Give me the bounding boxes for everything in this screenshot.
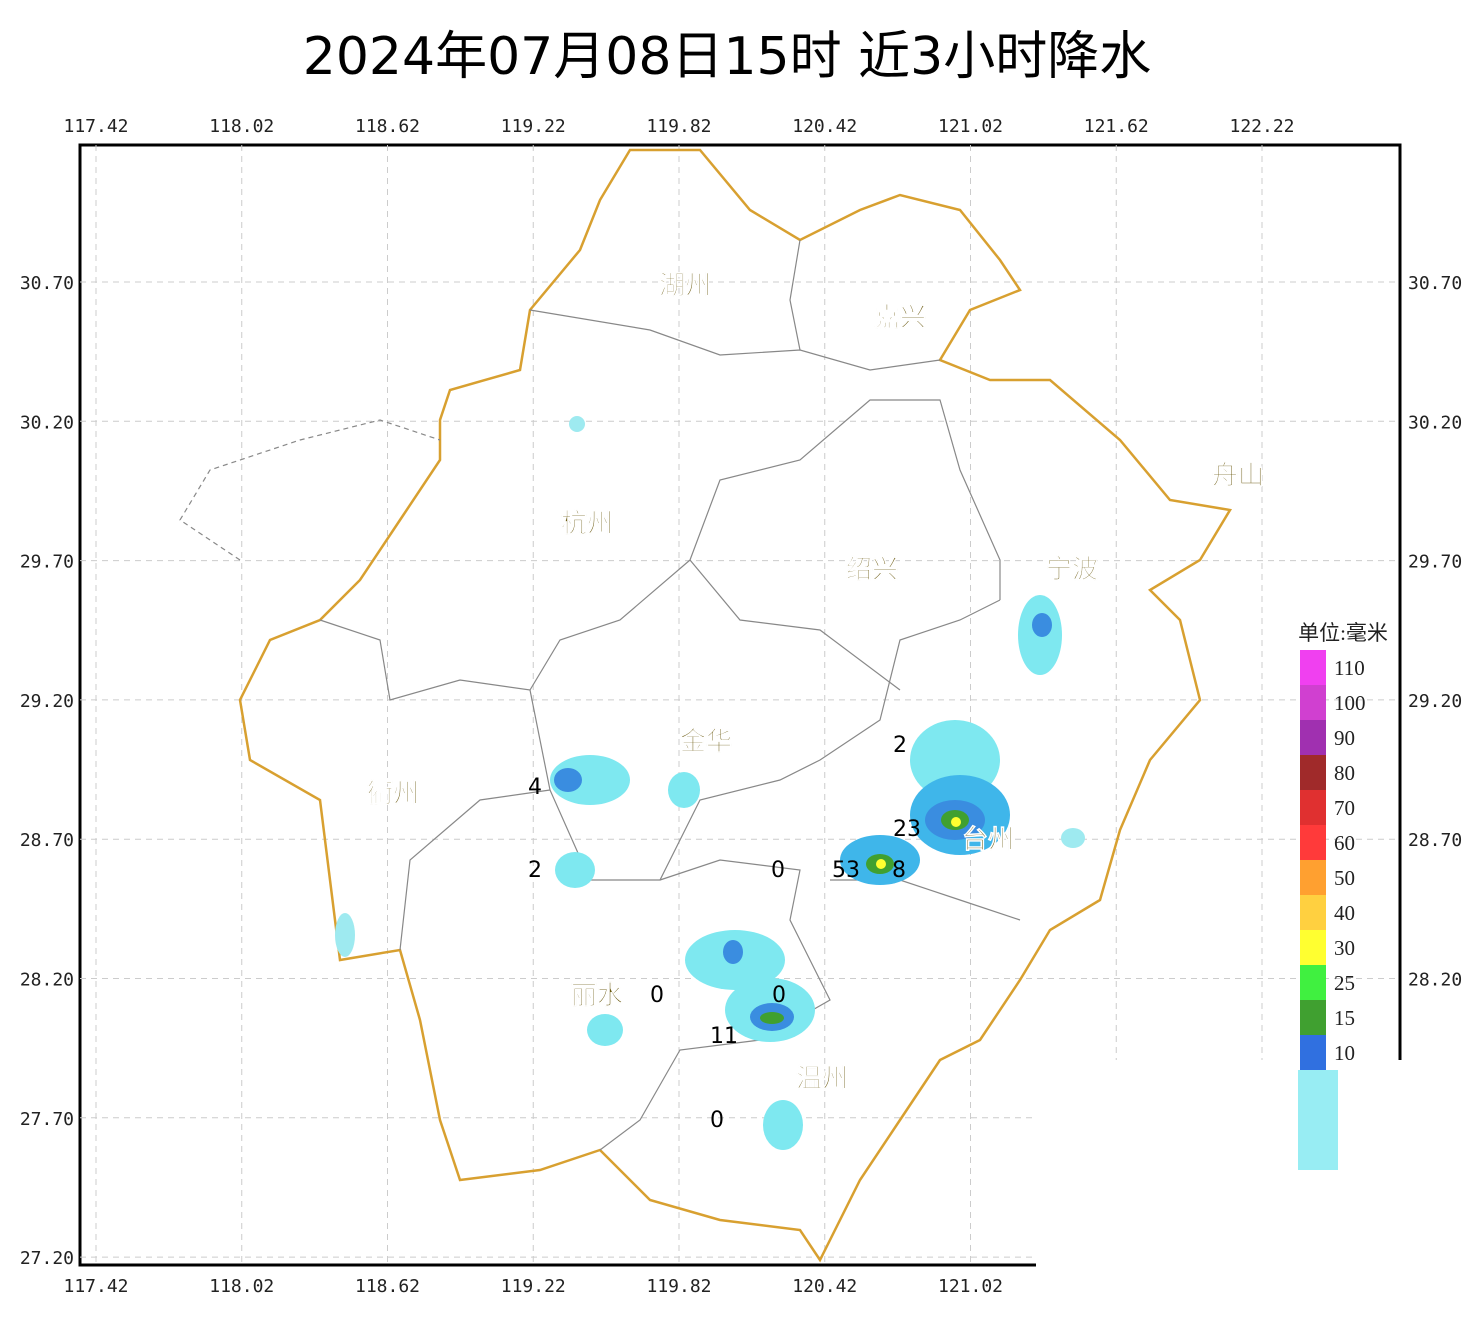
lon-label: 121.62: [1084, 116, 1149, 137]
lon-label: 120.42: [792, 1276, 857, 1297]
lon-label: 120.42: [792, 116, 857, 137]
lat-label: 29.70: [1408, 552, 1462, 573]
city-label: 宁波: [1046, 554, 1099, 585]
city-label: 丽水: [571, 981, 624, 1011]
lat-label: 29.20: [20, 691, 74, 712]
legend-swatch: [1300, 650, 1326, 685]
city-boundaries: [179, 239, 1021, 1151]
legend-title: 单位:毫米: [1298, 621, 1388, 645]
lat-label: 28.20: [20, 970, 74, 991]
lon-label: 118.62: [355, 116, 420, 137]
lat-label: 27.20: [20, 1248, 74, 1269]
legend-swatch: [1300, 720, 1326, 755]
lat-label: 30.20: [20, 412, 74, 433]
lon-label: 117.42: [63, 1276, 128, 1297]
lat-label: 29.20: [1408, 691, 1462, 712]
station-value: 8: [892, 858, 906, 883]
title: 2024年07月08日15时 近3小时降水: [303, 27, 1151, 87]
legend-fade: [1298, 1070, 1338, 1170]
city-label: 湖州: [659, 271, 711, 301]
legend-swatch: [1300, 685, 1326, 720]
city-labels: 湖州 嘉兴 杭州 绍兴 宁波 舟山 金华 衢州 台州 丽水 温州: [367, 271, 1265, 1095]
lon-label: 118.02: [209, 116, 274, 137]
lat-label: 27.70: [20, 1109, 74, 1130]
lon-label: 119.22: [501, 1276, 566, 1297]
legend-swatch: [1300, 755, 1326, 790]
legend-label: 100: [1334, 691, 1366, 715]
station-value: 2: [893, 733, 907, 758]
legend-swatch: [1300, 825, 1326, 860]
lat-label: 28.70: [20, 830, 74, 851]
lat-label: 30.70: [1408, 273, 1462, 294]
station-value: 53: [832, 858, 860, 883]
city-label: 绍兴: [846, 555, 898, 585]
lon-label: 119.82: [646, 116, 711, 137]
legend-label: 15: [1334, 1006, 1355, 1030]
legend-swatch: [1300, 790, 1326, 825]
station-values: 2 4 23 0 53 8 2 0 0 11 0: [528, 733, 921, 1133]
legend-label: 10: [1334, 1041, 1355, 1065]
lon-label: 118.02: [209, 1276, 274, 1297]
legend-label: 90: [1334, 726, 1355, 750]
lat-label: 30.70: [20, 273, 74, 294]
city-label: 温州: [796, 1064, 848, 1094]
legend-swatch: [1300, 860, 1326, 895]
station-value: 23: [893, 817, 921, 842]
legend-label: 70: [1334, 796, 1355, 820]
legend-label: 80: [1334, 761, 1355, 785]
station-value: 2: [528, 858, 542, 883]
lon-label: 121.02: [938, 116, 1003, 137]
frame: [78, 143, 1402, 1267]
lon-label: 118.62: [355, 1276, 420, 1297]
lon-label: 122.22: [1229, 116, 1294, 137]
lon-label: 119.82: [646, 1276, 711, 1297]
city-label: 舟山: [1212, 461, 1264, 491]
city-label: 金华: [679, 726, 732, 757]
legend-label: 25: [1334, 971, 1355, 995]
blank-overlay: [1036, 1060, 1480, 1330]
province-outline: [238, 148, 1233, 1263]
legend-swatch: [1300, 965, 1326, 1000]
lon-label: 119.22: [501, 116, 566, 137]
station-value: 4: [528, 775, 542, 800]
lat-label: 28.20: [1408, 970, 1462, 991]
legend-swatch: [1300, 1000, 1326, 1035]
lat-label: 30.20: [1408, 412, 1462, 433]
lat-label: 29.70: [20, 552, 74, 573]
rain-areas: [335, 416, 1085, 1150]
city-label: 杭州: [561, 508, 613, 539]
station-value: 11: [710, 1024, 738, 1049]
legend-swatch: [1300, 930, 1326, 965]
city-label: 台州: [962, 824, 1014, 855]
station-value: 0: [771, 858, 785, 883]
legend-label: 30: [1334, 936, 1355, 960]
lat-label: 28.70: [1408, 830, 1462, 851]
station-value: 0: [650, 983, 664, 1008]
legend-swatch: [1300, 895, 1326, 930]
legend-label: 50: [1334, 866, 1355, 890]
grid: [80, 145, 1400, 1265]
city-label: 衢州: [367, 779, 419, 809]
legend-label: 60: [1334, 831, 1355, 855]
station-value: 0: [710, 1108, 724, 1133]
lon-label: 117.42: [63, 116, 128, 137]
legend-swatch: [1300, 1035, 1326, 1070]
station-value: 0: [772, 983, 786, 1008]
lon-label: 121.02: [938, 1276, 1003, 1297]
legend-label: 40: [1334, 901, 1355, 925]
legend: 单位:毫米 110 100 90 80 70 60 50 40 30 25 15 10: [1298, 621, 1388, 1170]
city-label: 嘉兴: [874, 303, 926, 333]
legend-label: 110: [1334, 656, 1365, 680]
